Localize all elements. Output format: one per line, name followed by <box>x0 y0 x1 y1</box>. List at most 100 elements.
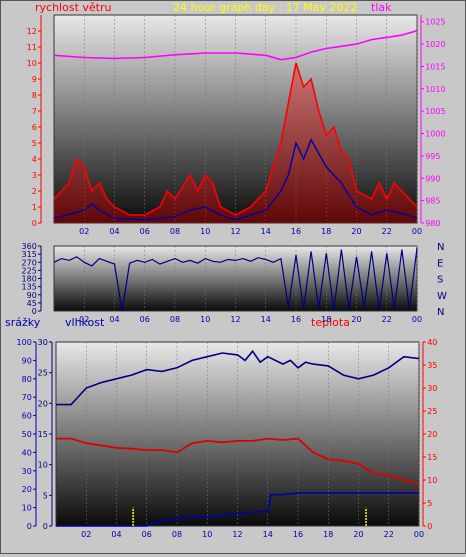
x-tick-label: 08 <box>170 227 180 236</box>
y-tick-label: 985 <box>425 197 440 206</box>
y-tick-label: 12 <box>27 27 37 36</box>
y-tick-label: 0 <box>32 219 37 228</box>
x-tick-label: 04 <box>111 530 121 539</box>
x-tick-label: 18 <box>321 227 331 236</box>
y-tick-label: 11 <box>27 43 37 52</box>
compass-label: W <box>437 291 447 302</box>
x-tick-label: 22 <box>382 227 392 236</box>
y-tick-label: 25 <box>38 369 48 378</box>
y-tick-label: 0 <box>27 522 32 531</box>
y-tick-label: 100 <box>17 338 32 347</box>
x-tick-label: 06 <box>142 530 152 539</box>
rain-axis-title: srážky <box>5 316 41 329</box>
temperature-line <box>56 437 420 486</box>
y-tick-label: 4 <box>32 155 37 164</box>
wind-chart: 02 04 06 08 10 12 14 16 18 20 22 000123456789101112… <box>27 14 446 236</box>
x-tick-label: 16 <box>291 315 301 324</box>
y-tick-label: 20 <box>22 485 32 494</box>
temperature-axis-title: teplota <box>311 316 350 329</box>
y-tick-label: 315 <box>22 250 37 259</box>
pressure-axis-title: tlak <box>371 1 392 14</box>
y-tick-label: 3 <box>32 171 37 180</box>
humidity-line <box>56 349 420 406</box>
compass-label: S <box>437 275 443 286</box>
x-tick-label: 04 <box>109 227 119 236</box>
x-tick-label: 16 <box>293 530 303 539</box>
y-tick-label: 10 <box>27 59 37 68</box>
x-tick-label: 08 <box>172 530 182 539</box>
y-tick-label: 995 <box>425 152 440 161</box>
y-tick-label: 1010 <box>425 85 445 94</box>
x-tick-label: 14 <box>261 315 271 324</box>
y-tick-label: 1020 <box>425 40 445 49</box>
y-tick-label: 30 <box>427 384 437 393</box>
y-tick-label: 30 <box>22 467 32 476</box>
x-tick-label: 10 <box>202 530 212 539</box>
x-tick-label: 16 <box>291 227 301 236</box>
humidity-axis-title: vlhkost <box>65 316 105 329</box>
y-tick-label: 180 <box>22 275 37 284</box>
y-tick-label: 980 <box>425 219 440 228</box>
y-tick-label: 1015 <box>425 62 445 71</box>
x-tick-label: 20 <box>353 530 363 539</box>
y-tick-label: 5 <box>427 499 432 508</box>
gust-line <box>53 138 418 221</box>
x-tick-label: 20 <box>351 315 361 324</box>
y-tick-label: 15 <box>427 453 437 462</box>
y-tick-label: 990 <box>425 174 440 183</box>
x-tick-label: 12 <box>232 530 242 539</box>
wind-area <box>54 63 417 223</box>
x-tick-label: 12 <box>230 315 240 324</box>
x-tick-label: 10 <box>200 227 210 236</box>
y-tick-label: 15 <box>38 430 48 439</box>
y-tick-label: 20 <box>427 430 437 439</box>
wind-axis-title: rychlost větru <box>35 1 111 14</box>
y-tick-label: 90 <box>27 291 37 300</box>
x-tick-label: 12 <box>230 227 240 236</box>
x-tick-label: 04 <box>109 315 119 324</box>
y-tick-label: 35 <box>427 361 437 370</box>
x-tick-label: 00 <box>412 315 422 324</box>
y-tick-label: 30 <box>38 338 48 347</box>
y-tick-label: 60 <box>22 412 32 421</box>
x-tick-label: 14 <box>263 530 273 539</box>
y-tick-label: 7 <box>32 107 37 116</box>
compass-label: N <box>437 307 444 318</box>
y-tick-label: 10 <box>22 504 32 513</box>
x-tick-label: 06 <box>140 227 150 236</box>
y-tick-label: 1 <box>32 203 37 212</box>
wind-direction-chart: 02 04 06 08 10 12 14 16 18 20 22 000459013518022527… <box>22 242 447 324</box>
x-tick-label: 00 <box>414 530 424 539</box>
x-tick-label: 02 <box>79 227 89 236</box>
x-tick-label: 22 <box>384 530 394 539</box>
pressure-line <box>53 29 418 61</box>
y-tick-label: 6 <box>32 123 37 132</box>
humidity-temp-rain-chart: 02 04 06 08 10 12 14 16 18 20 22 000102030405060708… <box>17 338 438 539</box>
y-tick-label: 0 <box>43 522 48 531</box>
x-tick-label: 00 <box>412 227 422 236</box>
y-tick-label: 70 <box>22 393 32 402</box>
y-tick-label: 1000 <box>425 130 445 139</box>
y-tick-label: 225 <box>22 266 37 275</box>
y-tick-label: 5 <box>32 139 37 148</box>
y-tick-label: 40 <box>22 448 32 457</box>
y-tick-label: 45 <box>27 299 37 308</box>
y-tick-label: 10 <box>427 476 437 485</box>
wind-line <box>53 62 418 216</box>
direction-line <box>53 247 418 312</box>
y-tick-label: 50 <box>22 430 32 439</box>
x-tick-label: 08 <box>170 315 180 324</box>
y-tick-label: 2 <box>32 187 37 196</box>
x-tick-label: 06 <box>140 315 150 324</box>
x-tick-label: 18 <box>323 530 333 539</box>
y-tick-label: 9 <box>32 75 37 84</box>
y-tick-label: 1005 <box>425 107 445 116</box>
x-tick-label: 02 <box>81 530 91 539</box>
x-tick-label: 10 <box>200 315 210 324</box>
chart-title: 24 hour graph day : 17 May 2022 <box>173 1 358 14</box>
x-tick-label: 22 <box>382 315 392 324</box>
y-tick-label: 270 <box>22 258 37 267</box>
compass-label: N <box>437 242 444 253</box>
